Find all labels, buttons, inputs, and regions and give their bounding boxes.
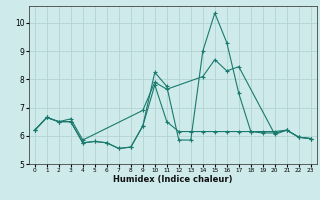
X-axis label: Humidex (Indice chaleur): Humidex (Indice chaleur): [113, 175, 233, 184]
